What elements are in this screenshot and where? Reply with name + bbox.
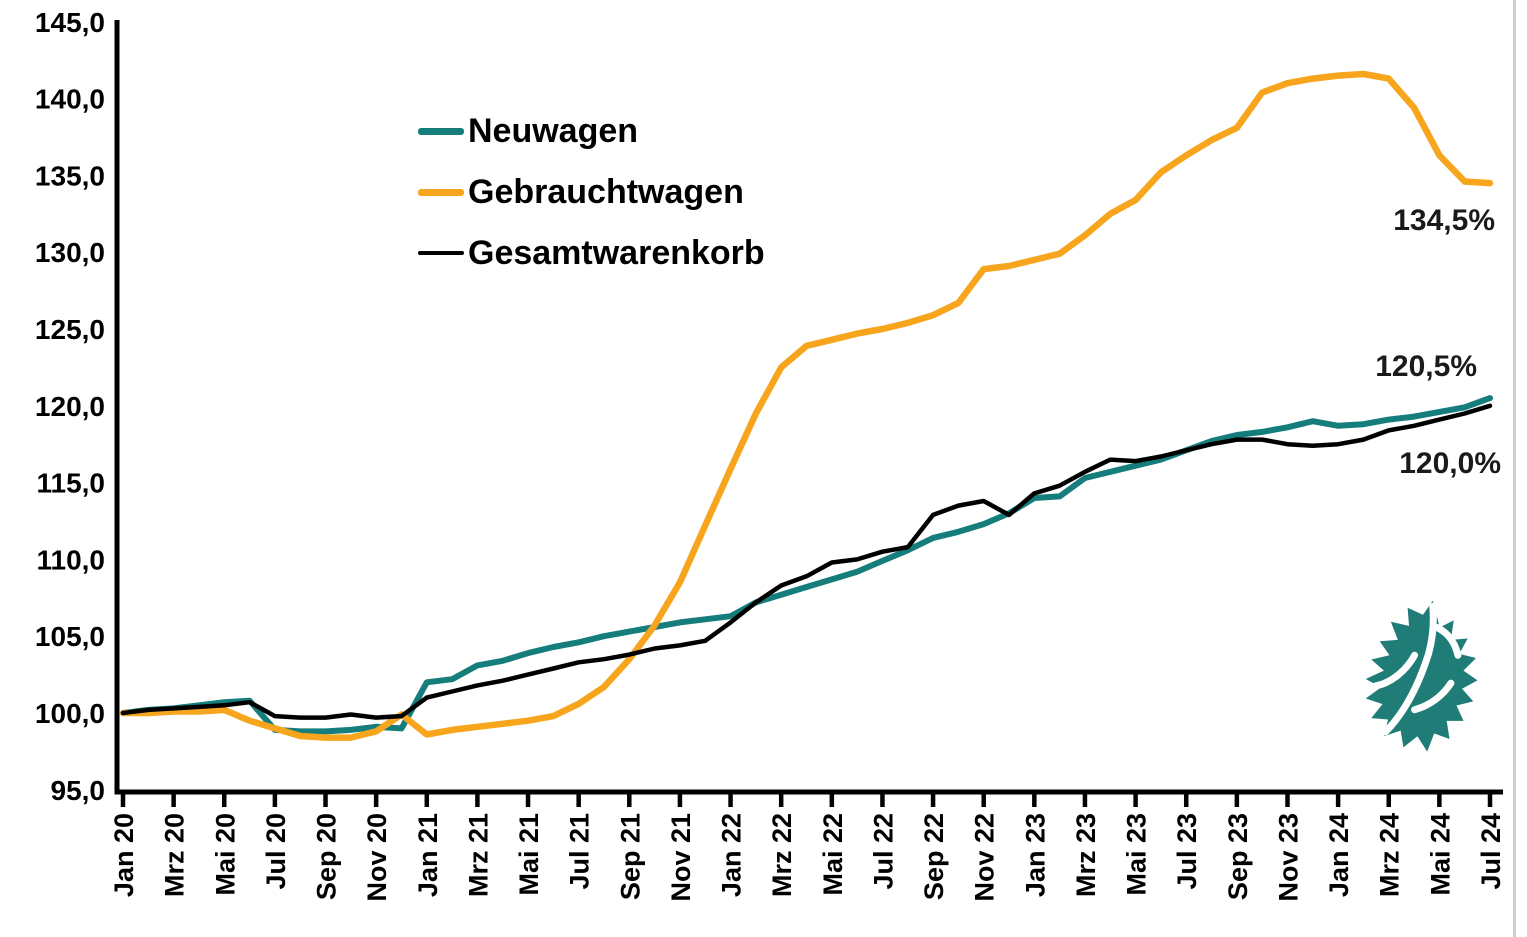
- x-axis-tick-label: Jul 21: [565, 813, 595, 890]
- y-axis-tick-label: 130,0: [35, 237, 105, 268]
- x-axis-tick-label: Jul 20: [261, 813, 291, 890]
- x-axis-tick-label: Jul 24: [1476, 813, 1506, 890]
- x-axis-tick-label: Mrz 21: [463, 813, 493, 897]
- neuwagen-end-value-label: 120,5%: [1375, 350, 1477, 383]
- x-axis-tick-label: Mrz 24: [1375, 813, 1405, 897]
- y-axis-tick-label: 110,0: [36, 544, 105, 575]
- x-axis-tick-label: Mrz 20: [160, 813, 190, 897]
- page-right-border: [1513, 0, 1516, 937]
- y-axis-tick-label: 140,0: [35, 84, 105, 115]
- x-axis-tick-label: Nov 23: [1273, 813, 1303, 902]
- x-axis-tick-label: Mrz 23: [1071, 813, 1101, 897]
- legend-label-gesamtwarenkorb: Gesamtwarenkorb: [468, 233, 765, 272]
- y-axis-tick-label: 120,0: [35, 391, 105, 422]
- y-axis-tick-label: 145,0: [35, 7, 105, 38]
- series-line-gesamtwarenkorb: [120, 403, 1493, 720]
- y-axis-tick-label: 105,0: [35, 621, 105, 652]
- y-axis-tick-label: 100,0: [35, 698, 105, 729]
- x-axis-tick-label: Jan 24: [1324, 813, 1354, 897]
- x-axis-tick-label: Jan 22: [717, 813, 747, 897]
- x-axis-tick-label: Sep 23: [1223, 813, 1253, 900]
- neuwagen-line-swatch-icon: [418, 127, 464, 135]
- x-axis-tick-label: Mrz 22: [767, 813, 797, 897]
- x-axis-tick-label: Mai 20: [210, 813, 240, 896]
- gebrauchtwagen-line-swatch-icon: [418, 188, 464, 196]
- x-axis-tick-label: Mai 22: [818, 813, 848, 896]
- x-axis-tick-label: Nov 20: [362, 813, 392, 902]
- legend-item-gesamtwarenkorb: Gesamtwarenkorb: [418, 233, 765, 273]
- x-axis-tick-label: Sep 21: [615, 813, 645, 900]
- x-axis-tick-label: Sep 22: [919, 813, 949, 900]
- x-axis-tick-label: Jan 20: [109, 813, 139, 897]
- legend-item-neuwagen: Neuwagen: [418, 111, 765, 151]
- x-axis-tick-label: Jan 23: [1020, 813, 1050, 897]
- x-axis-tick-label: Sep 20: [312, 813, 342, 900]
- legend-label-gebrauchtwagen: Gebrauchtwagen: [468, 172, 744, 211]
- series-line-gebrauchtwagen: [119, 70, 1494, 741]
- x-axis-tick-label: Jan 21: [413, 813, 443, 897]
- series-line-neuwagen: [120, 395, 1493, 735]
- x-axis-tick-label: Mai 24: [1425, 813, 1455, 896]
- legend-label-neuwagen: Neuwagen: [468, 111, 639, 150]
- gesamtwarenkorb-line-swatch-icon: [418, 251, 464, 255]
- x-axis-tick-label: Nov 22: [970, 813, 1000, 902]
- y-axis-tick-label: 95,0: [51, 775, 106, 806]
- x-axis-tick-label: Mai 21: [514, 813, 544, 896]
- y-axis-tick-label: 135,0: [35, 160, 105, 191]
- leaf-logo-icon: [1365, 600, 1478, 752]
- legend-item-gebrauchtwagen: Gebrauchtwagen: [418, 172, 765, 212]
- chart-legend: Neuwagen Gebrauchtwagen Gesamtwarenkorb: [418, 111, 765, 294]
- x-axis-tick-label: Jul 23: [1172, 813, 1202, 890]
- gesamtwarenkorb-end-value-label: 120,0%: [1399, 447, 1501, 480]
- y-axis-tick-label: 115,0: [36, 468, 105, 499]
- y-axis-tick-label: 125,0: [35, 314, 105, 345]
- gebrauchtwagen-end-value-label: 134,5%: [1393, 204, 1495, 237]
- x-axis-tick-label: Jul 22: [868, 813, 898, 890]
- x-axis-tick-label: Nov 21: [666, 813, 696, 902]
- x-axis-tick-label: Mai 23: [1122, 813, 1152, 896]
